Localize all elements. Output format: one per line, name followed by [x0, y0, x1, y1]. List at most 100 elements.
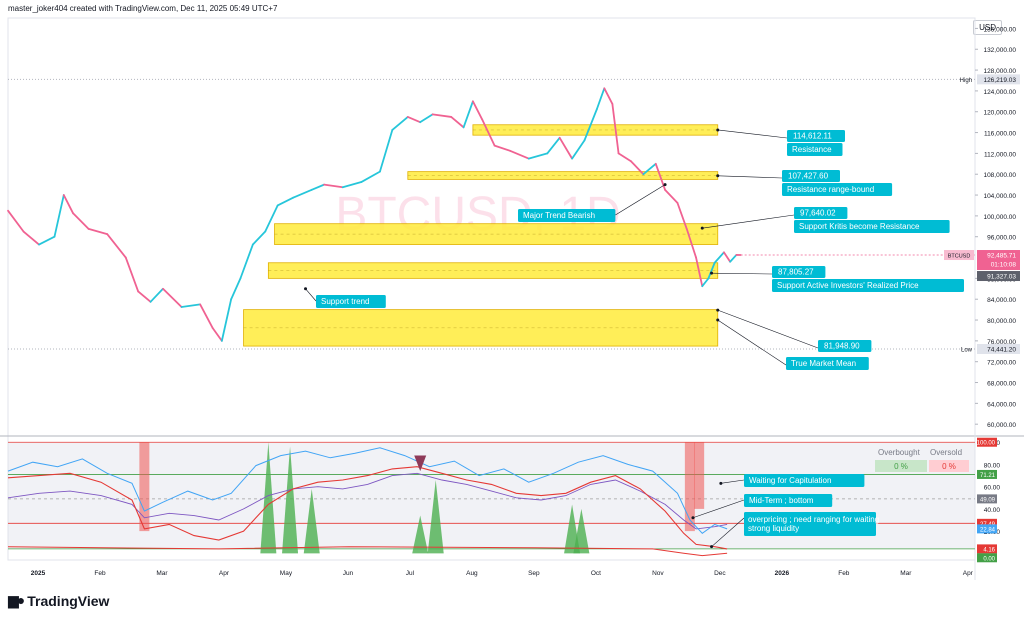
osc-value-tag: 71.21 [980, 473, 996, 479]
price-segment [38, 235, 56, 246]
x-tick-label: Aug [466, 570, 478, 577]
osc-annotation-leader [711, 517, 745, 547]
annotation-price-bg [787, 130, 845, 142]
symbol-tag: BTCUSD [948, 254, 971, 260]
annotation-label: Support trend [321, 297, 369, 306]
osc-annotation-leader [692, 499, 745, 519]
price-segment [251, 230, 267, 246]
price-segment [22, 230, 40, 246]
oversold-value: 0 % [942, 462, 956, 471]
x-tick-label: Oct [591, 570, 601, 577]
ref-price-value: 91,327.03 [987, 274, 1016, 281]
y-tick-label: 128,000.00 [983, 68, 1016, 75]
price-segment [509, 149, 530, 160]
last-price-value: 92,485.71 [987, 253, 1016, 260]
y-tick-label: 60,000.00 [987, 422, 1016, 429]
annotation-label-bg [782, 183, 893, 196]
osc-value-tag-bg [977, 544, 997, 554]
bar-countdown: 01:10:08 [991, 262, 1017, 269]
price-segment [685, 228, 697, 259]
price-segment [162, 287, 183, 308]
legend-oversold: Oversold [930, 448, 962, 457]
price-segment [571, 139, 586, 160]
annotation-anchor [710, 271, 714, 275]
annotation-anchor [716, 308, 720, 312]
price-segment [239, 243, 254, 280]
tradingview-logo[interactable]: ▆● TradingView [8, 592, 109, 609]
zone-1 [407, 171, 719, 180]
green-spike [412, 515, 429, 554]
annotation-label: Support Kritis become Resistance [799, 222, 920, 231]
price-segment [617, 152, 632, 163]
price-segment [713, 251, 725, 264]
annotation-anchor [663, 183, 667, 187]
osc-value-tag: 100.00 [977, 441, 996, 447]
annotation-price: 97,640.02 [800, 209, 836, 218]
y-tick-label: 120,000.00 [983, 110, 1016, 117]
osc-value-tag-bg [977, 524, 997, 534]
price-segment [729, 254, 738, 263]
annotation-price-bg [772, 266, 826, 278]
ref-price-tag-bg [977, 271, 1020, 282]
annotation-price-bg [782, 170, 840, 182]
price-segment [310, 183, 326, 191]
tradingview-logo-icon: ▆● [8, 592, 25, 608]
price-segment [62, 194, 74, 215]
annotation-anchor [716, 318, 720, 322]
annotation-label-bg [316, 295, 386, 308]
price-segment [595, 87, 606, 111]
green-spike [427, 480, 444, 554]
price-segment [149, 287, 164, 303]
osc-red-line [7, 466, 728, 550]
osc-value-tag: 49.09 [980, 497, 996, 503]
annotation-leader [717, 175, 783, 179]
x-tick-label: May [280, 570, 293, 577]
x-tick-label: Mar [156, 570, 168, 577]
annotation-leader [711, 272, 773, 275]
price-segment [701, 277, 710, 288]
oversold-cell [929, 460, 969, 472]
osc-annotation-bg [744, 512, 876, 536]
price-segment [630, 160, 645, 176]
price-segment [230, 277, 242, 301]
osc-purple-line [7, 472, 728, 530]
price-segment [391, 116, 409, 131]
overbought-value: 0 % [894, 462, 908, 471]
price-segment [72, 212, 90, 230]
price-segment [583, 108, 598, 142]
high-label: High [960, 78, 972, 84]
price-segment [276, 196, 295, 207]
annotation-leader [717, 319, 787, 366]
top-marker [414, 455, 427, 472]
price-segment [106, 233, 127, 259]
currency-button[interactable]: USD [973, 20, 1002, 35]
y-tick-label: 116,000.00 [984, 131, 1016, 138]
osc-annotation-label: overpricing ; need ranging for waiting st… [748, 515, 879, 533]
y-tick-label: 108,000.00 [983, 172, 1016, 179]
low-tag-bg [977, 343, 1020, 354]
annotation-label-bg [794, 220, 950, 233]
osc-y-tick-label: 40.00 [984, 507, 1001, 514]
price-segment [450, 116, 465, 129]
y-tick-label: 124,000.00 [983, 89, 1016, 96]
annotation-leader [615, 184, 666, 216]
osc-value-tag-bg [977, 518, 997, 528]
annotation-label: True Market Mean [791, 359, 856, 368]
price-segment [7, 209, 25, 233]
price-segment [664, 188, 679, 204]
annotation-anchor [716, 174, 720, 178]
price-segment [419, 113, 434, 124]
annotation-price: 114,612.11 [793, 132, 832, 141]
red-spike [139, 442, 150, 532]
x-tick-label: Dec [714, 570, 726, 577]
price-segment [199, 303, 214, 329]
price-segment [180, 303, 202, 308]
x-tick-label: Apr [963, 570, 974, 577]
price-segment [406, 116, 422, 124]
high-tag-bg [977, 74, 1020, 85]
red-spike [694, 442, 705, 509]
price-segment [87, 228, 109, 236]
overbought-cell [875, 460, 927, 472]
price-segment [462, 100, 474, 129]
